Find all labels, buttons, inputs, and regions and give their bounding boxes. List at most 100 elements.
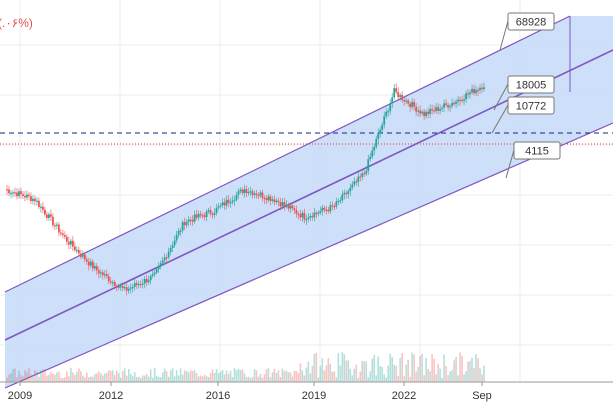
volume-bar bbox=[139, 377, 142, 382]
candle-body bbox=[129, 287, 132, 289]
candle-body bbox=[383, 116, 386, 125]
volume-bar bbox=[353, 368, 356, 382]
volume-bar bbox=[413, 354, 415, 382]
volume-bar bbox=[32, 376, 34, 382]
candle-body bbox=[451, 103, 453, 107]
candle-body bbox=[463, 99, 465, 101]
volume-bar bbox=[44, 369, 46, 382]
volume-bar bbox=[191, 371, 194, 382]
volume-bar bbox=[62, 377, 64, 382]
volume-bar bbox=[135, 377, 138, 382]
candle-body bbox=[235, 194, 238, 200]
candle-body bbox=[245, 189, 248, 193]
volume-bar bbox=[351, 375, 354, 382]
volume-bar bbox=[205, 376, 208, 382]
volume-bar bbox=[175, 370, 178, 382]
candle-body bbox=[69, 240, 72, 245]
volume-bar bbox=[445, 365, 447, 382]
candle-body bbox=[36, 200, 38, 202]
candle-body bbox=[397, 92, 400, 98]
volume-bar bbox=[277, 370, 280, 382]
candle-body bbox=[125, 287, 128, 291]
candle-body bbox=[459, 99, 461, 101]
volume-bar bbox=[84, 377, 86, 382]
candle-body bbox=[435, 107, 437, 111]
candle-body bbox=[81, 254, 84, 257]
candle-body bbox=[50, 214, 52, 217]
volume-bar bbox=[243, 373, 246, 382]
candle-body bbox=[40, 206, 42, 208]
volume-bar bbox=[421, 353, 423, 382]
volume-bar bbox=[265, 369, 268, 382]
candle-body bbox=[139, 284, 142, 286]
candle-body bbox=[249, 191, 252, 193]
volume-bar bbox=[167, 376, 170, 382]
candle-body bbox=[333, 206, 336, 208]
volume-bar bbox=[46, 375, 48, 382]
volume-bar bbox=[303, 375, 306, 382]
candle-body bbox=[467, 93, 469, 95]
volume-bar bbox=[253, 368, 256, 382]
volume-bar bbox=[249, 377, 252, 382]
candle-body bbox=[127, 288, 130, 291]
channel-lower-line bbox=[4, 122, 613, 389]
svg-text:68928: 68928 bbox=[516, 17, 547, 29]
volume-bar bbox=[36, 371, 38, 382]
volume-bar bbox=[125, 375, 128, 382]
candle-body bbox=[32, 198, 34, 201]
x-axis-ticks: 2009 2012 2016 2019 2022 Sep bbox=[8, 382, 492, 402]
volume-bar bbox=[18, 370, 20, 382]
callout-upper: 68928 bbox=[499, 12, 555, 51]
volume-bar bbox=[151, 377, 154, 382]
candle-body bbox=[83, 254, 86, 260]
volume-bar bbox=[189, 370, 192, 382]
volume-bar bbox=[441, 377, 443, 382]
volume-bar bbox=[24, 370, 26, 382]
candle-body bbox=[191, 219, 194, 222]
candle-body bbox=[315, 212, 318, 214]
callout-current: 10772 bbox=[491, 96, 555, 134]
volume-bar bbox=[397, 376, 399, 382]
candle-body bbox=[109, 281, 112, 283]
volume-bar bbox=[321, 358, 324, 382]
volume-bar bbox=[82, 375, 84, 382]
volume-bar bbox=[403, 376, 405, 382]
volume-bar bbox=[367, 377, 370, 382]
volume-bar bbox=[103, 373, 106, 382]
candle-body bbox=[275, 200, 278, 203]
volume-bar bbox=[429, 371, 431, 382]
volume-bar bbox=[383, 374, 386, 382]
x-tick-label: Sep bbox=[472, 390, 492, 402]
volume-bar bbox=[217, 373, 220, 382]
candle-body bbox=[209, 210, 212, 214]
candle-body bbox=[303, 212, 306, 220]
candle-body bbox=[449, 106, 451, 108]
candle-body bbox=[87, 261, 90, 266]
candle-body bbox=[111, 282, 114, 284]
volume-bar bbox=[439, 368, 441, 382]
volume-bar bbox=[133, 372, 136, 382]
candle-body bbox=[283, 202, 286, 206]
candle-body bbox=[145, 278, 148, 283]
volume-bar bbox=[181, 374, 184, 382]
volume-bar bbox=[207, 377, 210, 382]
volume-bar bbox=[341, 352, 344, 382]
candle-body bbox=[411, 101, 414, 108]
candle-body bbox=[403, 99, 406, 102]
volume-bar bbox=[271, 372, 274, 382]
volume-bar bbox=[239, 370, 242, 382]
volume-bar bbox=[475, 354, 477, 382]
candle-body bbox=[155, 269, 158, 273]
volume-bar bbox=[323, 370, 326, 382]
candle-body bbox=[381, 124, 384, 130]
candle-body bbox=[483, 87, 485, 90]
candle-body bbox=[163, 257, 166, 261]
candle-body bbox=[375, 138, 378, 147]
volume-bar bbox=[155, 375, 158, 382]
volume-bar bbox=[443, 354, 445, 382]
volume-bar bbox=[179, 368, 182, 382]
volume-bar bbox=[137, 377, 140, 382]
volume-bar bbox=[423, 375, 425, 382]
volume-bar bbox=[80, 371, 82, 382]
volume-bar bbox=[171, 368, 174, 382]
